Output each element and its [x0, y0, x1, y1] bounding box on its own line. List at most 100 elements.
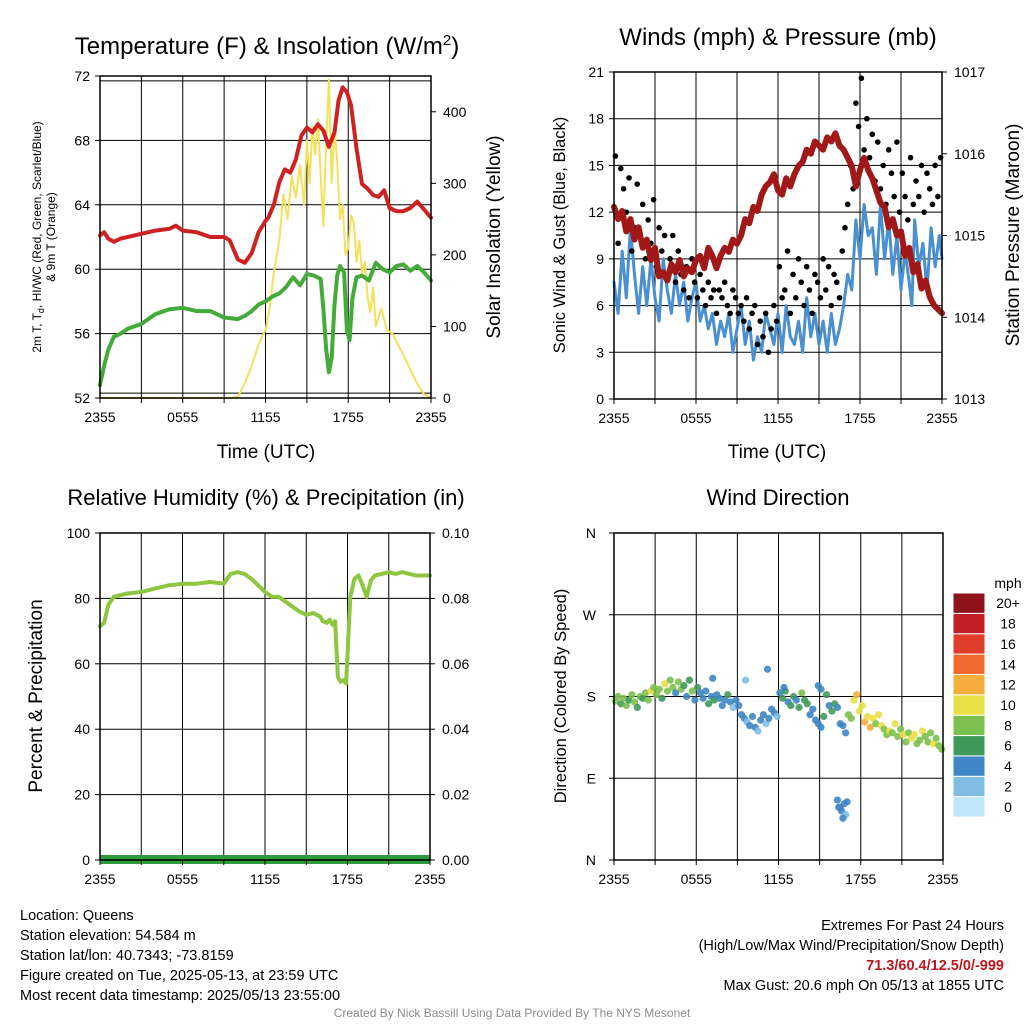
x-tick-label: 1755: [845, 871, 876, 887]
y2-tick-label: 1014: [954, 309, 985, 325]
gust-point: [727, 310, 733, 317]
gust-point: [716, 287, 723, 293]
gust-point: [803, 263, 810, 270]
gust-point: [757, 318, 764, 324]
direction-point: [674, 678, 683, 686]
direction-point: [776, 689, 784, 697]
gust-point: [713, 310, 720, 317]
gust-point: [705, 279, 712, 286]
gust-point: [760, 333, 766, 340]
gust-point: [817, 294, 824, 301]
wind-ylabel-right: Station Pressure (Maroon): [1003, 124, 1024, 347]
temp-ylabel-right: Solar Insolation (Yellow): [484, 135, 505, 338]
direction-point: [795, 703, 803, 712]
temp-gridlines: [100, 76, 431, 398]
direction-point: [622, 701, 630, 710]
direction-point: [929, 740, 938, 748]
direction-point: [880, 725, 888, 733]
gust-point: [839, 248, 846, 254]
direction-point: [803, 700, 811, 708]
direction-point: [718, 701, 726, 710]
x-tick-label: 1755: [332, 871, 363, 887]
colorbar-swatch: [952, 714, 986, 737]
colorbar-label: 12: [1000, 677, 1016, 693]
direction-point: [633, 703, 641, 712]
colorbar-swatch: [952, 694, 986, 716]
colorbar-swatch: [952, 775, 986, 798]
y-tick-label: N: [586, 525, 596, 541]
direction-point: [688, 687, 696, 695]
gust-point: [861, 147, 867, 153]
gust-point: [831, 271, 837, 278]
gust-point: [779, 294, 785, 301]
direction-point: [748, 712, 757, 721]
direction-point: [639, 694, 647, 702]
y-tick-label: 60: [74, 656, 90, 672]
y2-tick-label: 0.10: [442, 525, 469, 541]
x-tick-label: 1755: [844, 410, 875, 426]
y2-tick-label: 0.02: [442, 787, 469, 803]
gust-point: [762, 310, 769, 317]
gust-point: [768, 326, 774, 332]
colorbar-swatch: [952, 755, 986, 777]
gust-point: [626, 175, 632, 181]
direction-point: [663, 687, 672, 695]
x-tick-label: 1155: [250, 409, 280, 425]
gust-point: [814, 279, 821, 286]
gust-point: [691, 279, 698, 286]
extremes-info: Extremes For Past 24 Hours (High/Low/Max…: [699, 916, 1004, 996]
gust-point: [823, 287, 829, 293]
colorbar-label: 4: [1004, 758, 1012, 774]
gust-point: [790, 271, 796, 278]
colorbar-swatch: [952, 592, 986, 614]
rh-axes: 2355 0555 1155 1755 2355 0 20 40 60 80 100 0.00 0.02…: [67, 525, 470, 887]
gust-point: [751, 302, 758, 309]
direction-point: [655, 685, 663, 693]
colorbar-label: 20+: [996, 595, 1020, 611]
gust-point: [661, 232, 668, 239]
y-tick-label: 21: [588, 64, 604, 80]
direction-point: [729, 703, 737, 712]
x-tick-label: 1155: [763, 871, 793, 887]
direction-point: [763, 665, 772, 673]
direction-point: [891, 720, 899, 728]
direction-point: [715, 694, 724, 702]
dewpoint-line: [98, 260, 433, 388]
y-tick-label: 64: [74, 197, 90, 213]
extremes-legend: (High/Low/Max Wind/Precipitation/Snow De…: [698, 938, 1004, 954]
x-tick-label: 2355: [598, 410, 629, 426]
figure-created: Figure created on Tue, 2025-05-13, at 23…: [20, 968, 339, 984]
direction-point: [650, 683, 658, 692]
y-tick-label: 0: [596, 391, 604, 407]
direction-point: [702, 687, 710, 695]
gust-point: [806, 287, 813, 293]
y-tick-label: 3: [596, 344, 604, 360]
gust-point: [667, 256, 673, 262]
y-tick-label: N: [586, 852, 596, 868]
direction-point: [742, 676, 750, 684]
direction-point: [894, 732, 902, 741]
gust-point: [732, 294, 739, 301]
rh-gridlines: [100, 533, 430, 860]
gust-point: [730, 287, 736, 293]
y-tick-label: 6: [596, 298, 604, 314]
gust-point: [798, 279, 805, 286]
x-tick-label: 1155: [763, 410, 793, 426]
y-tick-label: 68: [74, 132, 90, 148]
direction-point: [746, 721, 754, 730]
gust-point: [874, 139, 881, 145]
direction-point: [759, 711, 768, 719]
gust-point: [743, 294, 750, 301]
gust-point: [741, 318, 747, 324]
direction-point: [625, 696, 633, 704]
direction-point: [726, 698, 735, 706]
max-gust: Max Gust: 20.6 mph On 05/13 at 1855 UTC: [723, 978, 1004, 994]
direction-point: [661, 680, 669, 688]
direction-point: [757, 716, 765, 724]
direction-point: [921, 732, 929, 741]
gust-point: [700, 287, 706, 293]
sonic-wind-line: [612, 202, 944, 362]
direction-point: [641, 689, 650, 697]
temp-plot-area: [98, 78, 433, 399]
